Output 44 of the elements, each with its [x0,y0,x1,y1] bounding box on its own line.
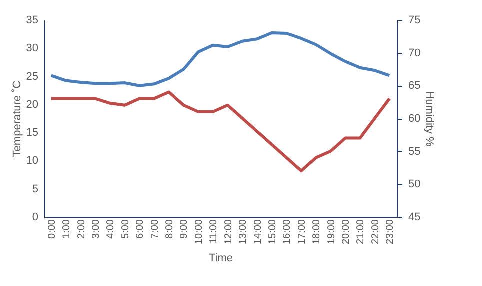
y2-axis-title: Humidity % [424,91,436,148]
y-tick-label: 5 [32,183,38,196]
y2-tick-label: 70 [408,47,421,60]
x-tick-label: 15:00 [267,219,278,245]
x-tick-label: 9:00 [179,219,190,239]
x-tick-label: 16:00 [282,219,294,245]
y-tick-label: 20 [26,98,38,111]
y2-tick-label: 75 [408,14,421,26]
y2-tick-label: 55 [408,146,421,158]
y-axis-title: Temperature ˚C [11,80,24,158]
x-tick-label: 0:00 [46,219,58,239]
y-tick-label: 30 [26,42,38,55]
y-tick-label: 15 [26,127,38,140]
x-tick-label: 14:00 [252,219,264,245]
x-tick-label: 8:00 [164,219,176,239]
x-tick-label: 12:00 [223,219,234,245]
y2-tick-label: 65 [408,80,421,92]
x-tick-label: 19:00 [326,219,338,245]
x-axis-title: Time [208,252,234,265]
x-tick-label: 4:00 [106,219,117,239]
line-series [50,90,392,173]
x-tick-label: 23:00 [385,219,396,245]
y2-tick-label: 50 [408,178,421,191]
y-tick-label: 10 [26,155,38,168]
x-tick-label: 13:00 [238,219,250,245]
x-tick-label: 6:00 [135,219,146,239]
x-tick-label: 20:00 [341,219,352,245]
line-series [50,31,392,88]
x-tick-label: 11:00 [208,219,220,244]
y-tick-label: 35 [26,14,38,26]
y-tick-label: 25 [26,70,38,83]
x-tick-label: 7:00 [150,219,161,239]
x-tick-label: 10:00 [194,219,205,245]
x-tick-label: 3:00 [90,219,102,239]
y2-tick-label: 45 [408,212,421,224]
x-tick-label: 1:00 [62,219,73,239]
y2-tick-label: 60 [408,113,421,125]
x-tick-label: 2:00 [76,219,88,239]
x-tick-label: 18:00 [312,219,323,245]
x-tick-label: 22:00 [370,219,382,245]
y-tick-label: 0 [32,212,38,224]
x-tick-label: 17:00 [296,219,308,245]
x-tick-label: 21:00 [356,219,367,245]
x-tick-label: 5:00 [120,219,132,239]
